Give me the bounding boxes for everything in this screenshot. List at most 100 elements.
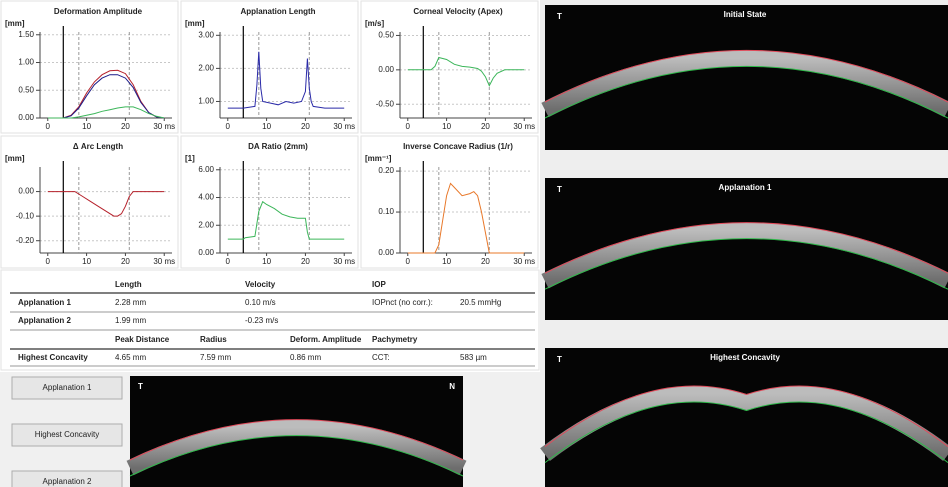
button-face[interactable]	[11, 376, 123, 400]
anterior-edge	[544, 385, 948, 448]
side-label: T	[557, 185, 562, 194]
unit-label: [mm]	[5, 154, 25, 163]
x-tick-label: 30 ms	[153, 122, 175, 131]
button-label[interactable]: Highest Concavity	[35, 430, 99, 439]
table-cell: CCT:	[372, 353, 390, 362]
y-tick-label: 1.00	[198, 97, 214, 106]
y-tick-label: -0.50	[376, 99, 395, 108]
table-cell: 0.10 m/s	[245, 298, 276, 307]
table-cell: 2.28 mm	[115, 298, 146, 307]
chart-title: DA Ratio (2mm)	[248, 142, 308, 151]
cornea-tissue	[541, 222, 948, 289]
y-tick-label: 0.00	[18, 113, 34, 122]
unit-label: [m/s]	[365, 19, 384, 28]
y-tick-label: 0.00	[198, 248, 214, 257]
unit-label: [mm]	[5, 19, 25, 28]
y-tick-label: 0.00	[378, 248, 394, 257]
y-tick-label: 4.00	[198, 193, 214, 202]
view-button[interactable]: Applanation 1	[11, 376, 123, 400]
chart-title: Δ Arc Length	[73, 142, 123, 151]
y-tick-label: 0.20	[378, 166, 394, 175]
table-header: Deform. Amplitude	[290, 335, 362, 344]
x-tick-label: 0	[226, 257, 231, 266]
y-tick-label: 1.50	[18, 30, 34, 39]
x-tick-label: 10	[262, 122, 271, 131]
table-header: Radius	[200, 335, 227, 344]
x-tick-label: 30 ms	[333, 257, 355, 266]
chart-title: Corneal Velocity (Apex)	[413, 7, 503, 16]
table-bg	[0, 269, 540, 371]
row-label: Highest Concavity	[18, 353, 88, 362]
unit-label: [1]	[185, 154, 195, 163]
chart-title: Deformation Amplitude	[54, 7, 143, 16]
series-line	[227, 51, 345, 109]
table-header: Velocity	[245, 280, 276, 289]
side-label: T	[138, 382, 143, 391]
y-tick-label: 2.00	[198, 220, 214, 229]
cornea-tissue	[126, 419, 467, 476]
chart-panel	[180, 0, 359, 134]
x-tick-label: 30 ms	[153, 257, 175, 266]
y-tick-label: 6.00	[198, 165, 214, 174]
series-line	[47, 74, 165, 119]
chart-panel	[0, 0, 179, 134]
image-title: Applanation 1	[719, 183, 772, 192]
table-cell: 7.59 mm	[200, 353, 231, 362]
x-tick-label: 20	[121, 257, 130, 266]
posterior-edge	[544, 238, 948, 290]
table-header: Peak Distance	[115, 335, 170, 344]
table-header: Pachymetry	[372, 335, 418, 344]
series-line	[407, 182, 525, 254]
y-tick-label: 3.00	[198, 30, 214, 39]
x-tick-label: 20	[481, 122, 490, 131]
row-label: Applanation 2	[18, 316, 71, 325]
unit-label: [mm⁻¹]	[365, 154, 392, 163]
x-tick-label: 0	[406, 257, 411, 266]
x-tick-label: 20	[121, 122, 130, 131]
x-tick-label: 10	[82, 257, 91, 266]
button-face[interactable]	[11, 423, 123, 447]
image-title: Highest Concavity	[710, 353, 780, 362]
x-tick-label: 20	[301, 122, 310, 131]
table-cell: 0.86 mm	[290, 353, 321, 362]
button-label[interactable]: Applanation 2	[43, 477, 92, 486]
chart-title: Inverse Concave Radius (1/r)	[403, 142, 513, 151]
y-tick-label: 0.50	[18, 85, 34, 94]
cornea-tissue	[540, 386, 948, 461]
y-tick-label: 1.00	[18, 58, 34, 67]
x-tick-label: 0	[406, 122, 411, 131]
table-cell: 4.65 mm	[115, 353, 146, 362]
x-tick-label: 0	[46, 257, 51, 266]
posterior-edge	[544, 401, 948, 464]
y-tick-label: 0.50	[378, 31, 394, 40]
chart-title: Applanation Length	[240, 7, 315, 16]
posterior-edge	[129, 435, 464, 477]
x-tick-label: 30 ms	[513, 257, 535, 266]
y-tick-label: 0.10	[378, 207, 394, 216]
table-cell: IOPnct (no corr.):	[372, 298, 433, 307]
side-label: T	[557, 355, 562, 364]
y-tick-label: 2.00	[198, 63, 214, 72]
view-button[interactable]: Applanation 2	[11, 470, 123, 487]
series-line	[47, 106, 165, 119]
table-cell: 1.99 mm	[115, 316, 146, 325]
button-face[interactable]	[11, 470, 123, 487]
button-label[interactable]: Applanation 1	[43, 383, 92, 392]
table-header: IOP	[372, 280, 386, 289]
view-button[interactable]: Highest Concavity	[11, 423, 123, 447]
chart-panel	[360, 135, 539, 269]
row-label: Applanation 1	[18, 298, 71, 307]
x-tick-label: 20	[301, 257, 310, 266]
x-tick-label: 0	[226, 122, 231, 131]
y-tick-label: 0.00	[378, 65, 394, 74]
y-tick-label: 0.00	[18, 187, 34, 196]
anterior-edge	[129, 419, 464, 461]
table-cell: 20.5 mmHg	[460, 298, 501, 307]
x-tick-label: 10	[442, 122, 451, 131]
x-tick-label: 20	[481, 257, 490, 266]
series-line	[47, 191, 165, 217]
series-line	[227, 200, 345, 240]
anterior-edge	[544, 49, 948, 103]
posterior-edge	[544, 65, 948, 119]
